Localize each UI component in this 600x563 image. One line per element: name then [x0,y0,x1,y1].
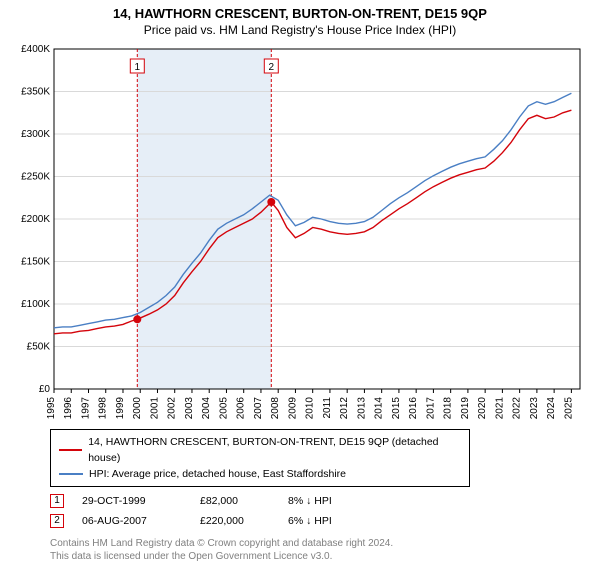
svg-text:2011: 2011 [322,397,333,419]
legend-swatch [59,449,82,451]
footnote-line: This data is licensed under the Open Gov… [50,550,590,563]
marker-date: 06-AUG-2007 [82,511,182,531]
svg-text:2020: 2020 [477,397,488,420]
chart-title: 14, HAWTHORN CRESCENT, BURTON-ON-TRENT, … [10,6,590,21]
marker-badge: 1 [50,494,64,508]
svg-text:£50K: £50K [27,342,51,353]
svg-text:£200K: £200K [21,214,50,225]
marker-price: £82,000 [200,491,270,511]
chart-subtitle: Price paid vs. HM Land Registry's House … [10,23,590,37]
svg-text:2009: 2009 [287,397,298,420]
svg-text:1: 1 [135,62,141,73]
svg-text:2019: 2019 [460,397,471,420]
svg-text:1997: 1997 [80,397,91,420]
svg-text:2: 2 [269,62,275,73]
svg-text:2005: 2005 [218,397,229,420]
legend-item: 14, HAWTHORN CRESCENT, BURTON-ON-TRENT, … [59,434,461,466]
svg-text:2016: 2016 [408,397,419,420]
svg-text:2017: 2017 [425,397,436,420]
marker-dot [267,198,275,206]
svg-text:£400K: £400K [21,44,50,55]
svg-text:2000: 2000 [132,397,143,420]
marker-pct: 8% ↓ HPI [288,491,388,511]
svg-text:2007: 2007 [253,397,264,420]
svg-text:2006: 2006 [236,397,247,420]
legend-label: 14, HAWTHORN CRESCENT, BURTON-ON-TRENT, … [88,434,461,466]
svg-text:£0: £0 [39,384,51,395]
svg-text:2015: 2015 [391,397,402,420]
svg-text:1999: 1999 [115,397,126,420]
legend-item: HPI: Average price, detached house, East… [59,466,461,482]
svg-text:2014: 2014 [374,397,385,420]
marker-row: 1 29-OCT-1999 £82,000 8% ↓ HPI [50,491,590,511]
svg-text:2013: 2013 [356,397,367,420]
legend-label: HPI: Average price, detached house, East… [89,466,346,482]
svg-text:2025: 2025 [563,397,574,420]
svg-text:2010: 2010 [305,397,316,420]
svg-text:1998: 1998 [98,397,109,420]
svg-text:2003: 2003 [184,397,195,420]
marker-price: £220,000 [200,511,270,531]
price-chart: £0 £50K £100K £150K £200K £250K £300K £350K £400… [10,43,590,423]
svg-text:1996: 1996 [63,397,74,420]
footnote-line: Contains HM Land Registry data © Crown c… [50,537,590,550]
legend-swatch [59,473,83,475]
svg-text:2023: 2023 [529,397,540,420]
svg-text:1995: 1995 [46,397,57,420]
marker-dot [133,315,141,323]
svg-text:2024: 2024 [546,397,557,420]
chart-svg: £0 £50K £100K £150K £200K £250K £300K £350K £400… [10,43,590,423]
svg-text:£350K: £350K [21,87,50,98]
legend: 14, HAWTHORN CRESCENT, BURTON-ON-TRENT, … [50,429,470,487]
footnote: Contains HM Land Registry data © Crown c… [50,537,590,563]
svg-text:2012: 2012 [339,397,350,420]
marker-badge: 2 [50,514,64,528]
svg-text:2004: 2004 [201,397,212,420]
marker-table: 1 29-OCT-1999 £82,000 8% ↓ HPI 2 06-AUG-2007 £… [50,491,590,531]
svg-text:2018: 2018 [443,397,454,420]
svg-text:2008: 2008 [270,397,281,420]
svg-text:£250K: £250K [21,172,50,183]
marker-date: 29-OCT-1999 [82,491,182,511]
svg-text:£300K: £300K [21,129,50,140]
marker-row: 2 06-AUG-2007 £220,000 6% ↓ HPI [50,511,590,531]
svg-text:£150K: £150K [21,257,50,268]
svg-text:£100K: £100K [21,299,50,310]
svg-text:2001: 2001 [149,397,160,420]
svg-text:2002: 2002 [167,397,178,420]
svg-text:2022: 2022 [512,397,523,420]
marker-pct: 6% ↓ HPI [288,511,388,531]
svg-text:2021: 2021 [494,397,505,420]
